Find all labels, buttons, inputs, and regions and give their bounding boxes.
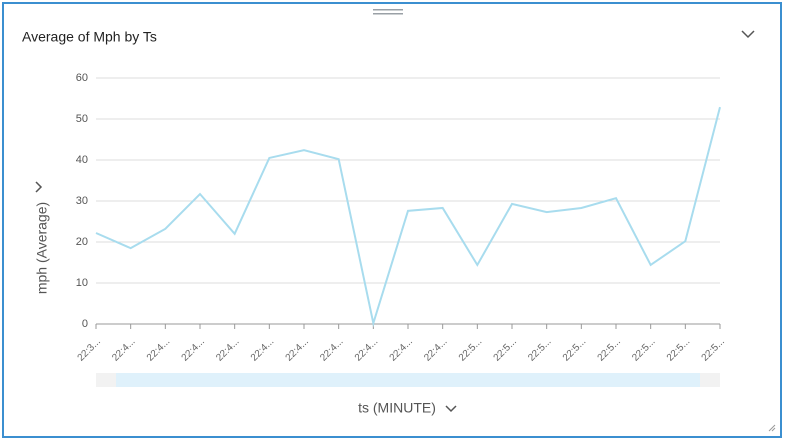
widget-frame [2, 2, 782, 438]
x-axis-label[interactable]: ts (MINUTE) [358, 400, 436, 416]
resize-handle[interactable] [768, 424, 776, 432]
y-tick-label: 40 [76, 154, 88, 166]
y-tick-label: 10 [76, 277, 88, 289]
data-line [95, 106, 721, 328]
y-tick-label: 20 [76, 236, 88, 248]
y-tick-label: 60 [76, 72, 88, 84]
drag-handle[interactable] [373, 9, 403, 15]
y-axis-label[interactable]: mph (Average) [34, 202, 50, 294]
y-axis-chevron[interactable] [35, 181, 43, 193]
menu-chevron[interactable] [741, 30, 755, 39]
scrollbar-thumb[interactable] [116, 373, 700, 387]
x-axis-chevron[interactable] [445, 405, 457, 413]
y-tick-label: 30 [76, 195, 88, 207]
y-tick-label: 0 [82, 318, 88, 330]
y-tick-label: 50 [76, 113, 88, 125]
chart-title: Average of Mph by Ts [22, 29, 157, 45]
